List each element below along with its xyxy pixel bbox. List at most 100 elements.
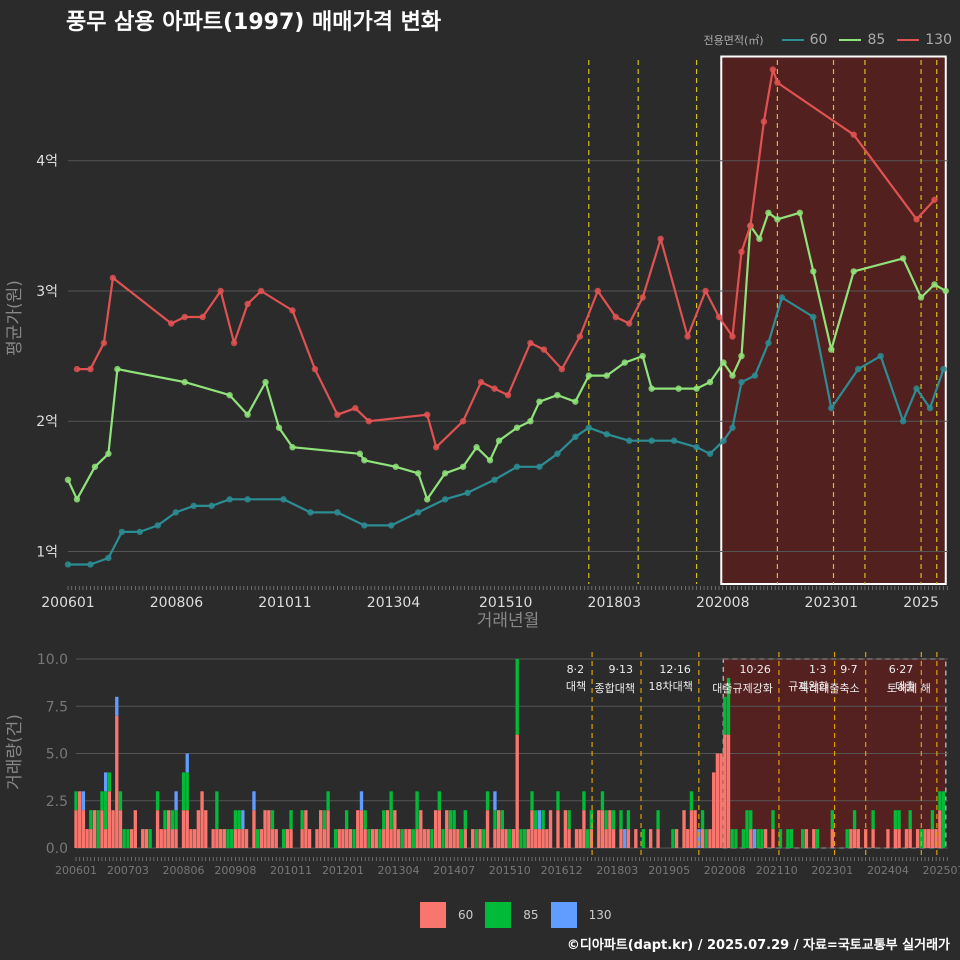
data-point-130 xyxy=(334,411,341,418)
event-date-label: 8·2 xyxy=(567,663,585,676)
data-point-60 xyxy=(172,509,179,516)
bar-60 xyxy=(712,772,716,848)
data-point-60 xyxy=(765,339,772,347)
bar-85 xyxy=(482,829,486,848)
data-point-130 xyxy=(423,411,431,418)
event-name-label: 토허제 해 xyxy=(887,681,931,695)
data-point-130 xyxy=(432,444,440,451)
bar-85 xyxy=(255,829,260,848)
bar-60 xyxy=(215,829,219,848)
data-point-85 xyxy=(729,372,736,379)
bar-60 xyxy=(107,791,112,848)
bar-60 xyxy=(719,753,723,848)
bar-60 xyxy=(252,810,256,848)
bar-60 xyxy=(141,829,145,848)
data-point-85 xyxy=(942,287,949,295)
bar-60 xyxy=(382,829,386,848)
bar-60 xyxy=(693,810,697,848)
data-point-85 xyxy=(244,411,251,418)
bar-60 xyxy=(437,810,442,848)
bar-60 xyxy=(426,829,430,848)
bar-60 xyxy=(159,829,163,848)
bar-85 xyxy=(103,791,108,830)
bar-legend-label-130: 130 xyxy=(588,908,612,922)
bar-60 xyxy=(634,829,638,848)
legend-item-130: 130 xyxy=(897,32,952,48)
bar-60 xyxy=(100,810,104,848)
bar-60 xyxy=(923,829,927,848)
bar-85 xyxy=(730,829,734,848)
bar-60 xyxy=(393,810,397,848)
bar-60 xyxy=(129,829,134,848)
event-date-label: 12·16 xyxy=(659,663,691,676)
bar-60 xyxy=(174,829,178,848)
bar-60 xyxy=(408,829,412,848)
bar-60 xyxy=(200,791,204,848)
bar-60 xyxy=(445,810,449,848)
bar-60 xyxy=(597,810,601,848)
data-point-85 xyxy=(796,209,804,217)
data-point-130 xyxy=(913,216,920,223)
bar-x-tick-label: 200703 xyxy=(107,864,149,877)
bar-85 xyxy=(485,791,490,811)
data-point-85 xyxy=(931,281,938,288)
data-point-85 xyxy=(756,235,763,243)
bar-60 xyxy=(356,810,360,848)
data-point-130 xyxy=(100,339,108,347)
data-point-60 xyxy=(415,509,422,516)
bar-85 xyxy=(941,791,946,848)
legend-item-85: 85 xyxy=(839,32,885,48)
bar-60 xyxy=(611,829,616,848)
bar-x-tick-label: 201510 xyxy=(489,864,531,877)
bar-60 xyxy=(574,829,579,848)
bar-60 xyxy=(218,829,223,848)
bar-85 xyxy=(689,791,694,811)
event-date-label: 9·7 xyxy=(840,663,858,676)
bar-85 xyxy=(522,829,527,848)
bar-60 xyxy=(556,810,560,848)
bar-60 xyxy=(830,829,834,848)
data-point-85 xyxy=(899,255,907,262)
bar-60 xyxy=(548,810,553,848)
bar-60 xyxy=(144,829,149,848)
data-point-130 xyxy=(289,307,296,314)
data-point-130 xyxy=(181,313,188,321)
data-point-60 xyxy=(926,404,934,412)
data-point-85 xyxy=(648,385,655,392)
data-point-60 xyxy=(855,365,862,373)
bar-85 xyxy=(74,791,78,811)
bar-85 xyxy=(852,810,857,830)
bar-85 xyxy=(726,677,731,735)
bar-85 xyxy=(463,810,467,830)
data-point-130 xyxy=(576,333,584,340)
bar-60 xyxy=(337,829,341,848)
bar-130 xyxy=(537,810,542,830)
x-tick-label: 201304 xyxy=(367,595,421,611)
data-point-130 xyxy=(491,385,498,392)
bar-85 xyxy=(897,810,901,830)
bar-85 xyxy=(352,829,356,848)
bar-60 xyxy=(534,829,538,848)
y-axis-title: 평균가(원) xyxy=(5,280,25,356)
bar-85 xyxy=(333,829,338,848)
bar-85 xyxy=(589,810,594,830)
data-point-60 xyxy=(670,437,678,444)
bar-x-tick-label: 200806 xyxy=(163,864,205,877)
bar-85 xyxy=(270,810,275,830)
bar-85 xyxy=(938,791,942,811)
bar-60 xyxy=(893,829,898,848)
bar-60 xyxy=(341,829,345,848)
data-point-130 xyxy=(168,320,175,327)
bar-85 xyxy=(919,829,923,848)
bar-85 xyxy=(871,810,875,830)
data-point-60 xyxy=(244,496,251,503)
bar-x-tick-label: 202110 xyxy=(756,864,798,877)
bar-85 xyxy=(734,829,738,848)
bar-60 xyxy=(471,829,475,848)
bar-60 xyxy=(289,829,293,848)
event-date-label: 1·3 xyxy=(809,663,827,676)
data-point-85 xyxy=(585,372,593,379)
data-point-85 xyxy=(356,450,364,457)
source-caption: ©디아파트(dapt.kr) / 2025.07.29 / 자료=국토교통부 실… xyxy=(566,938,950,953)
bar-85 xyxy=(749,810,753,830)
